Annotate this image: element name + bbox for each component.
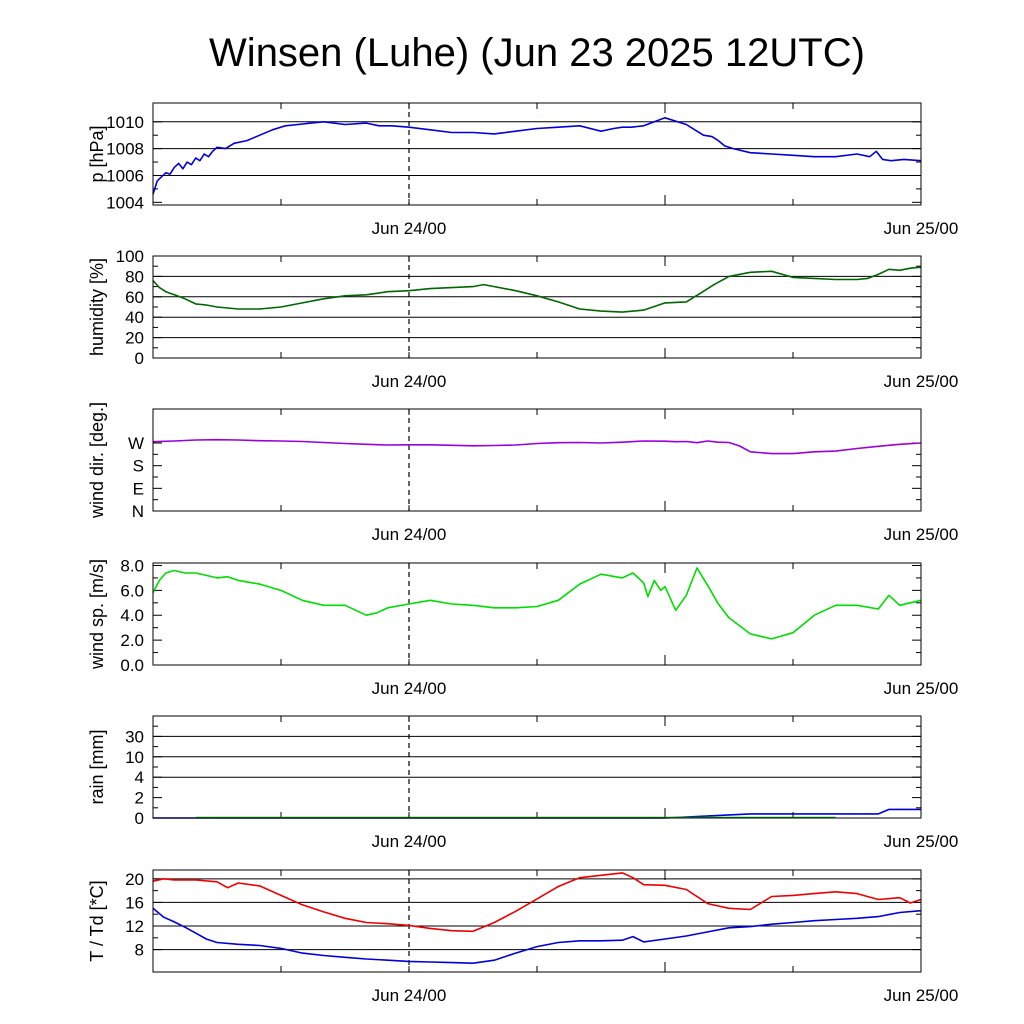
y-tick-label: 100	[116, 247, 144, 266]
y-tick-label: 2	[135, 789, 144, 808]
y-tick-label: 10	[125, 748, 144, 767]
series-line-1	[152, 872, 922, 933]
y-axis-title: rain [mm]	[87, 729, 107, 804]
x-date-label: Jun 24/00	[372, 219, 447, 238]
y-axis-title: humidity [%]	[87, 258, 107, 356]
y-tick-label: 1008	[106, 140, 144, 159]
panel-frame	[152, 715, 922, 819]
y-tick-label: 4	[135, 768, 144, 787]
y-tick-label: 40	[125, 308, 144, 327]
x-date-label: Jun 24/00	[372, 372, 447, 391]
y-tick-label: 0	[135, 809, 144, 828]
y-axis-title: T / Td [*C]	[87, 880, 107, 961]
panel-4: 0.0 2.0 4.0 6.0 8.0 wind sp. [m/s] Jun 24/00 Ju…	[87, 556, 958, 698]
y-tick-label: S	[133, 457, 144, 476]
y-axis-title: p [hPa]	[87, 125, 107, 182]
y-tick-label: 6.0	[120, 581, 144, 600]
series-line-1	[152, 438, 922, 455]
y-tick-label: 4.0	[120, 606, 144, 625]
y-tick-label: 2.0	[120, 631, 144, 650]
y-tick-label: 0	[135, 349, 144, 368]
y-tick-label: 8	[135, 941, 144, 960]
panel-6: 8 12 16 20 T / Td [*C] Jun 24/00 Jun 25/00	[87, 869, 959, 1005]
series-line-1	[152, 117, 922, 195]
series-line-1	[152, 567, 922, 640]
x-date-label: Jun 24/00	[372, 832, 447, 851]
y-tick-label: 60	[125, 288, 144, 307]
panel-frame	[152, 408, 922, 512]
y-tick-label: 1010	[106, 113, 144, 132]
y-tick-label: 0.0	[120, 656, 144, 675]
panel-frame	[152, 869, 922, 973]
x-date-label: Jun 25/00	[884, 679, 959, 698]
x-date-label: Jun 25/00	[884, 832, 959, 851]
x-date-label: Jun 24/00	[372, 679, 447, 698]
y-tick-label: 16	[125, 893, 144, 912]
y-tick-label: E	[133, 479, 144, 498]
y-tick-label: 1006	[106, 166, 144, 185]
x-date-label: Jun 25/00	[884, 219, 959, 238]
y-tick-label: 80	[125, 267, 144, 286]
y-tick-label: 30	[125, 727, 144, 746]
panel-frame	[152, 562, 922, 666]
x-date-label: Jun 25/00	[884, 372, 959, 391]
panel-frame	[152, 102, 922, 206]
y-tick-label: 8.0	[120, 556, 144, 575]
x-date-label: Jun 24/00	[372, 525, 447, 544]
y-tick-label: 20	[125, 870, 144, 889]
series-line-1	[152, 266, 922, 313]
x-date-label: Jun 25/00	[884, 525, 959, 544]
x-date-label: Jun 25/00	[884, 986, 959, 1005]
y-axis-title: wind sp. [m/s]	[87, 559, 107, 670]
y-axis-title: wind dir. [deg.]	[87, 402, 107, 519]
x-date-label: Jun 24/00	[372, 986, 447, 1005]
panel-5: 02 410 30 rain [mm] Jun 24/00 Jun 25/00	[87, 715, 959, 851]
panel-frame	[152, 255, 922, 359]
series-line-2	[152, 907, 922, 965]
y-tick-label: 20	[125, 329, 144, 348]
y-tick-label: 12	[125, 917, 144, 936]
chart-title: Winsen (Luhe) (Jun 23 2025 12UTC)	[209, 31, 865, 75]
y-tick-label: N	[132, 502, 144, 521]
y-tick-label: 1004	[106, 193, 144, 212]
y-tick-label: W	[128, 434, 144, 453]
